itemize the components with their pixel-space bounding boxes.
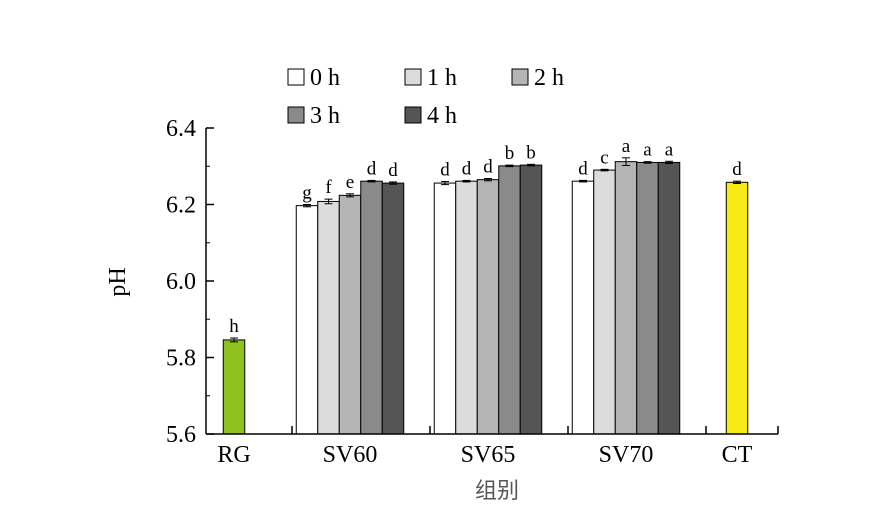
significance-label: h: [229, 316, 239, 337]
bar-sv60-3: [360, 180, 383, 435]
legend-label: 3 h: [310, 103, 340, 129]
legend-swatch: [404, 68, 422, 86]
significance-label: b: [526, 142, 536, 163]
bar-sv65-2: [476, 179, 500, 435]
significance-label: d: [388, 160, 398, 181]
y-tick-label: 6.2: [166, 193, 196, 219]
x-tick-label: SV70: [599, 442, 654, 468]
x-tick-label: SV65: [461, 442, 516, 468]
significance-label: a: [622, 136, 631, 157]
legend-swatch: [287, 106, 305, 124]
significance-label: e: [346, 172, 354, 193]
legend: 0 h 1 h 2 h 3 h 4 h: [287, 65, 564, 129]
bar-sv65-0: [433, 182, 457, 435]
bar-sv65-4: [519, 164, 543, 435]
bar-sv60-0: [295, 205, 319, 435]
bar-sv65-1: [455, 180, 478, 435]
bar-sv70-3: [636, 161, 659, 435]
bar-rg-0: [222, 339, 246, 435]
significance-label: g: [302, 183, 312, 204]
legend-label: 2 h: [534, 65, 564, 91]
significance-label: f: [325, 177, 332, 198]
significance-label: b: [505, 143, 515, 164]
legend-swatch: [287, 68, 305, 86]
axes-layer: RG SV60 SV65 SV70 CT 5.6 5.8 6.0 6.2 6.4: [166, 116, 779, 468]
significance-label: d: [462, 158, 472, 179]
bar-sv70-4: [657, 161, 681, 435]
bar-sv60-2: [338, 194, 362, 435]
legend-label: 1 h: [427, 65, 457, 91]
bar-ct-0: [725, 181, 749, 435]
y-tick-label: 6.0: [166, 269, 196, 295]
significance-label: d: [732, 159, 742, 180]
bar-sv65-3: [498, 165, 521, 435]
significance-label: a: [665, 139, 674, 160]
significance-label: d: [367, 158, 377, 179]
significance-label: d: [440, 160, 450, 181]
y-tick-label: 6.4: [166, 116, 196, 142]
x-tick-label: SV60: [323, 442, 378, 468]
legend-label: 4 h: [427, 103, 457, 129]
x-tick-label: RG: [217, 442, 250, 468]
bar-sv70-0: [571, 180, 595, 435]
legend-swatch: [404, 106, 422, 124]
x-axis-title: 组别: [475, 479, 519, 504]
y-axis-title: pH: [105, 267, 131, 296]
significance-label: d: [483, 156, 493, 177]
y-tick-label: 5.6: [166, 422, 196, 448]
significance-label: c: [600, 147, 608, 168]
legend-swatch: [511, 68, 529, 86]
significance-label: a: [643, 140, 652, 161]
bar-sv60-1: [317, 200, 340, 435]
significance-label: d: [578, 158, 588, 179]
bar-sv70-2: [614, 161, 638, 435]
y-tick-label: 5.8: [166, 346, 196, 372]
bar-sv70-1: [593, 169, 616, 435]
bar-sv60-4: [381, 182, 405, 435]
legend-label: 0 h: [310, 65, 340, 91]
x-tick-label: CT: [722, 442, 753, 468]
